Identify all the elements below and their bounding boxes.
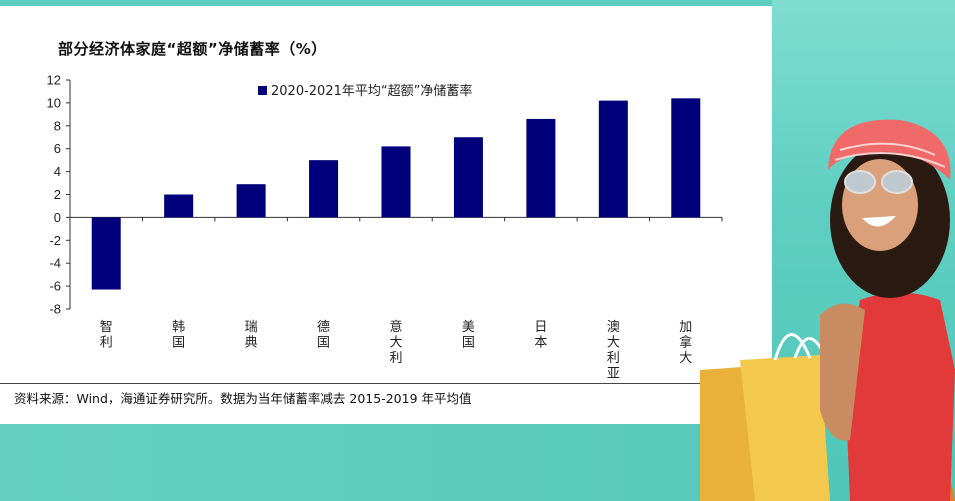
bar-chart: 121086420-2-4-6-8智利韩国瑞典德国意大利美国日本澳大利亚加拿大2… <box>47 73 723 382</box>
y-tick-label: 10 <box>47 95 61 110</box>
legend-swatch <box>258 86 267 95</box>
y-tick-label: -2 <box>49 233 61 248</box>
bar <box>91 217 121 290</box>
arm <box>820 303 865 441</box>
x-category-label: 大 <box>679 351 692 366</box>
shopper-photo <box>700 119 955 501</box>
bar <box>236 184 266 218</box>
x-category-label: 国 <box>172 336 185 351</box>
x-category-label: 加 <box>679 320 692 335</box>
y-tick-label: -4 <box>49 256 61 271</box>
x-category-label: 典 <box>245 336 258 351</box>
x-category-label: 大 <box>607 336 620 351</box>
x-category-label: 利 <box>389 351 402 366</box>
footer-divider <box>0 383 772 384</box>
x-category-label: 意 <box>389 319 402 335</box>
x-category-label: 利 <box>607 351 620 366</box>
yellow-bag <box>740 355 830 501</box>
x-category-label: 美 <box>462 320 475 335</box>
x-category-label: 智 <box>100 320 113 335</box>
x-category-label: 韩 <box>172 320 185 335</box>
x-category-label: 国 <box>462 336 475 351</box>
x-category-label: 日 <box>534 320 547 335</box>
x-category-label: 大 <box>389 336 402 351</box>
teal-top-strip <box>0 0 955 6</box>
hat-stripe <box>839 142 936 156</box>
teal-background-bottom <box>0 424 772 501</box>
y-tick-label: -8 <box>49 302 61 317</box>
x-category-label: 澳 <box>607 319 620 335</box>
y-tick-label: 0 <box>54 210 61 225</box>
smile <box>862 216 896 227</box>
y-tick-label: 8 <box>54 118 61 133</box>
bag-handle <box>773 333 812 361</box>
source-note: 资料来源：Wind，海通证券研究所。数据为当年储蓄率减去 2015-2019 年… <box>14 391 472 406</box>
x-category-label: 瑞 <box>245 320 258 335</box>
y-tick-label: 6 <box>54 141 61 156</box>
bar <box>381 146 411 218</box>
x-category-label: 德 <box>317 320 330 335</box>
y-tick-label: 2 <box>54 187 61 202</box>
y-tick-label: 12 <box>47 73 61 88</box>
y-tick-label: 4 <box>54 164 61 179</box>
hat-stripe-2 <box>834 152 946 168</box>
x-category-label: 本 <box>534 336 547 351</box>
x-category-label: 利 <box>100 336 113 351</box>
bar <box>671 98 701 218</box>
sunglasses-right <box>881 170 913 194</box>
x-category-label: 拿 <box>679 335 692 351</box>
bar <box>526 118 556 218</box>
bar <box>598 100 628 218</box>
legend-label: 2020-2021年平均“超额”净储蓄率 <box>271 83 472 99</box>
chart-title: 部分经济体家庭“超额”净储蓄率（%） <box>58 40 327 58</box>
bar <box>164 194 194 218</box>
y-tick-label: -6 <box>49 279 61 294</box>
bar <box>453 137 483 218</box>
red-dress <box>845 292 955 501</box>
sun-hat <box>828 119 951 180</box>
sunglasses-left <box>844 170 876 194</box>
bar <box>309 160 339 218</box>
x-category-label: 亚 <box>607 367 620 382</box>
x-category-label: 国 <box>317 336 330 351</box>
